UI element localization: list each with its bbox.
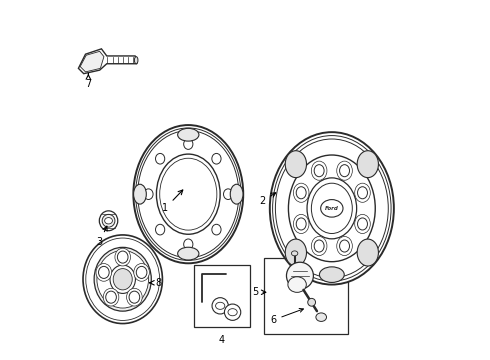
Ellipse shape [134, 184, 147, 204]
Ellipse shape [314, 165, 324, 177]
Ellipse shape [184, 239, 193, 249]
Ellipse shape [144, 189, 153, 199]
Ellipse shape [358, 218, 368, 230]
Ellipse shape [230, 184, 243, 204]
Ellipse shape [319, 267, 344, 283]
Ellipse shape [156, 154, 220, 234]
Ellipse shape [97, 251, 148, 308]
Ellipse shape [134, 264, 149, 281]
Ellipse shape [272, 136, 391, 281]
Ellipse shape [358, 187, 368, 199]
Ellipse shape [133, 125, 243, 263]
Polygon shape [80, 51, 104, 72]
Ellipse shape [296, 187, 306, 199]
Ellipse shape [212, 224, 221, 235]
Ellipse shape [178, 247, 199, 260]
Text: 3: 3 [97, 226, 107, 247]
Ellipse shape [136, 128, 241, 260]
Ellipse shape [86, 238, 160, 320]
Ellipse shape [102, 215, 115, 227]
Ellipse shape [136, 266, 147, 278]
Ellipse shape [99, 211, 118, 231]
Text: 4: 4 [219, 335, 225, 345]
Ellipse shape [270, 132, 394, 284]
Text: 1: 1 [162, 190, 183, 213]
Ellipse shape [355, 215, 370, 234]
Ellipse shape [138, 131, 239, 258]
Ellipse shape [311, 237, 327, 256]
Ellipse shape [129, 291, 140, 303]
Ellipse shape [228, 309, 237, 316]
Ellipse shape [178, 129, 199, 141]
Ellipse shape [83, 235, 162, 324]
Ellipse shape [115, 248, 130, 266]
Ellipse shape [355, 183, 370, 202]
Ellipse shape [289, 155, 375, 262]
Ellipse shape [134, 57, 138, 64]
Ellipse shape [308, 298, 316, 306]
Ellipse shape [96, 264, 112, 281]
Ellipse shape [155, 153, 165, 164]
Ellipse shape [316, 313, 326, 321]
Ellipse shape [155, 224, 165, 235]
Ellipse shape [94, 247, 151, 311]
Text: 8: 8 [149, 278, 162, 288]
Ellipse shape [184, 139, 193, 149]
Ellipse shape [340, 165, 349, 177]
Ellipse shape [285, 239, 307, 266]
Ellipse shape [118, 251, 128, 263]
Ellipse shape [307, 178, 357, 239]
Ellipse shape [288, 277, 306, 292]
Ellipse shape [357, 239, 378, 266]
Bar [194, 265, 250, 327]
Ellipse shape [224, 304, 241, 320]
Ellipse shape [337, 161, 352, 180]
Ellipse shape [287, 262, 314, 289]
Bar [265, 258, 348, 334]
Ellipse shape [296, 218, 306, 230]
Text: 2: 2 [259, 193, 276, 206]
Text: Ford: Ford [325, 206, 339, 211]
Ellipse shape [294, 215, 309, 234]
Ellipse shape [105, 217, 112, 224]
Ellipse shape [103, 288, 119, 306]
Ellipse shape [292, 251, 298, 256]
Ellipse shape [311, 161, 327, 180]
Ellipse shape [113, 269, 132, 290]
Ellipse shape [216, 302, 225, 309]
Ellipse shape [98, 266, 109, 278]
Ellipse shape [160, 158, 217, 230]
Ellipse shape [340, 240, 349, 252]
Text: 7: 7 [85, 74, 92, 89]
Text: 5: 5 [252, 287, 259, 297]
Ellipse shape [337, 237, 352, 256]
Ellipse shape [106, 291, 116, 303]
Ellipse shape [212, 298, 228, 314]
Ellipse shape [285, 151, 307, 177]
Ellipse shape [275, 139, 388, 278]
Ellipse shape [126, 288, 142, 306]
Polygon shape [78, 49, 137, 74]
Ellipse shape [320, 199, 343, 217]
Ellipse shape [314, 240, 324, 252]
Ellipse shape [357, 151, 378, 177]
Ellipse shape [311, 183, 352, 234]
Ellipse shape [110, 265, 135, 293]
Ellipse shape [294, 183, 309, 202]
Ellipse shape [223, 189, 233, 199]
Ellipse shape [212, 153, 221, 164]
Text: 6: 6 [270, 309, 303, 325]
